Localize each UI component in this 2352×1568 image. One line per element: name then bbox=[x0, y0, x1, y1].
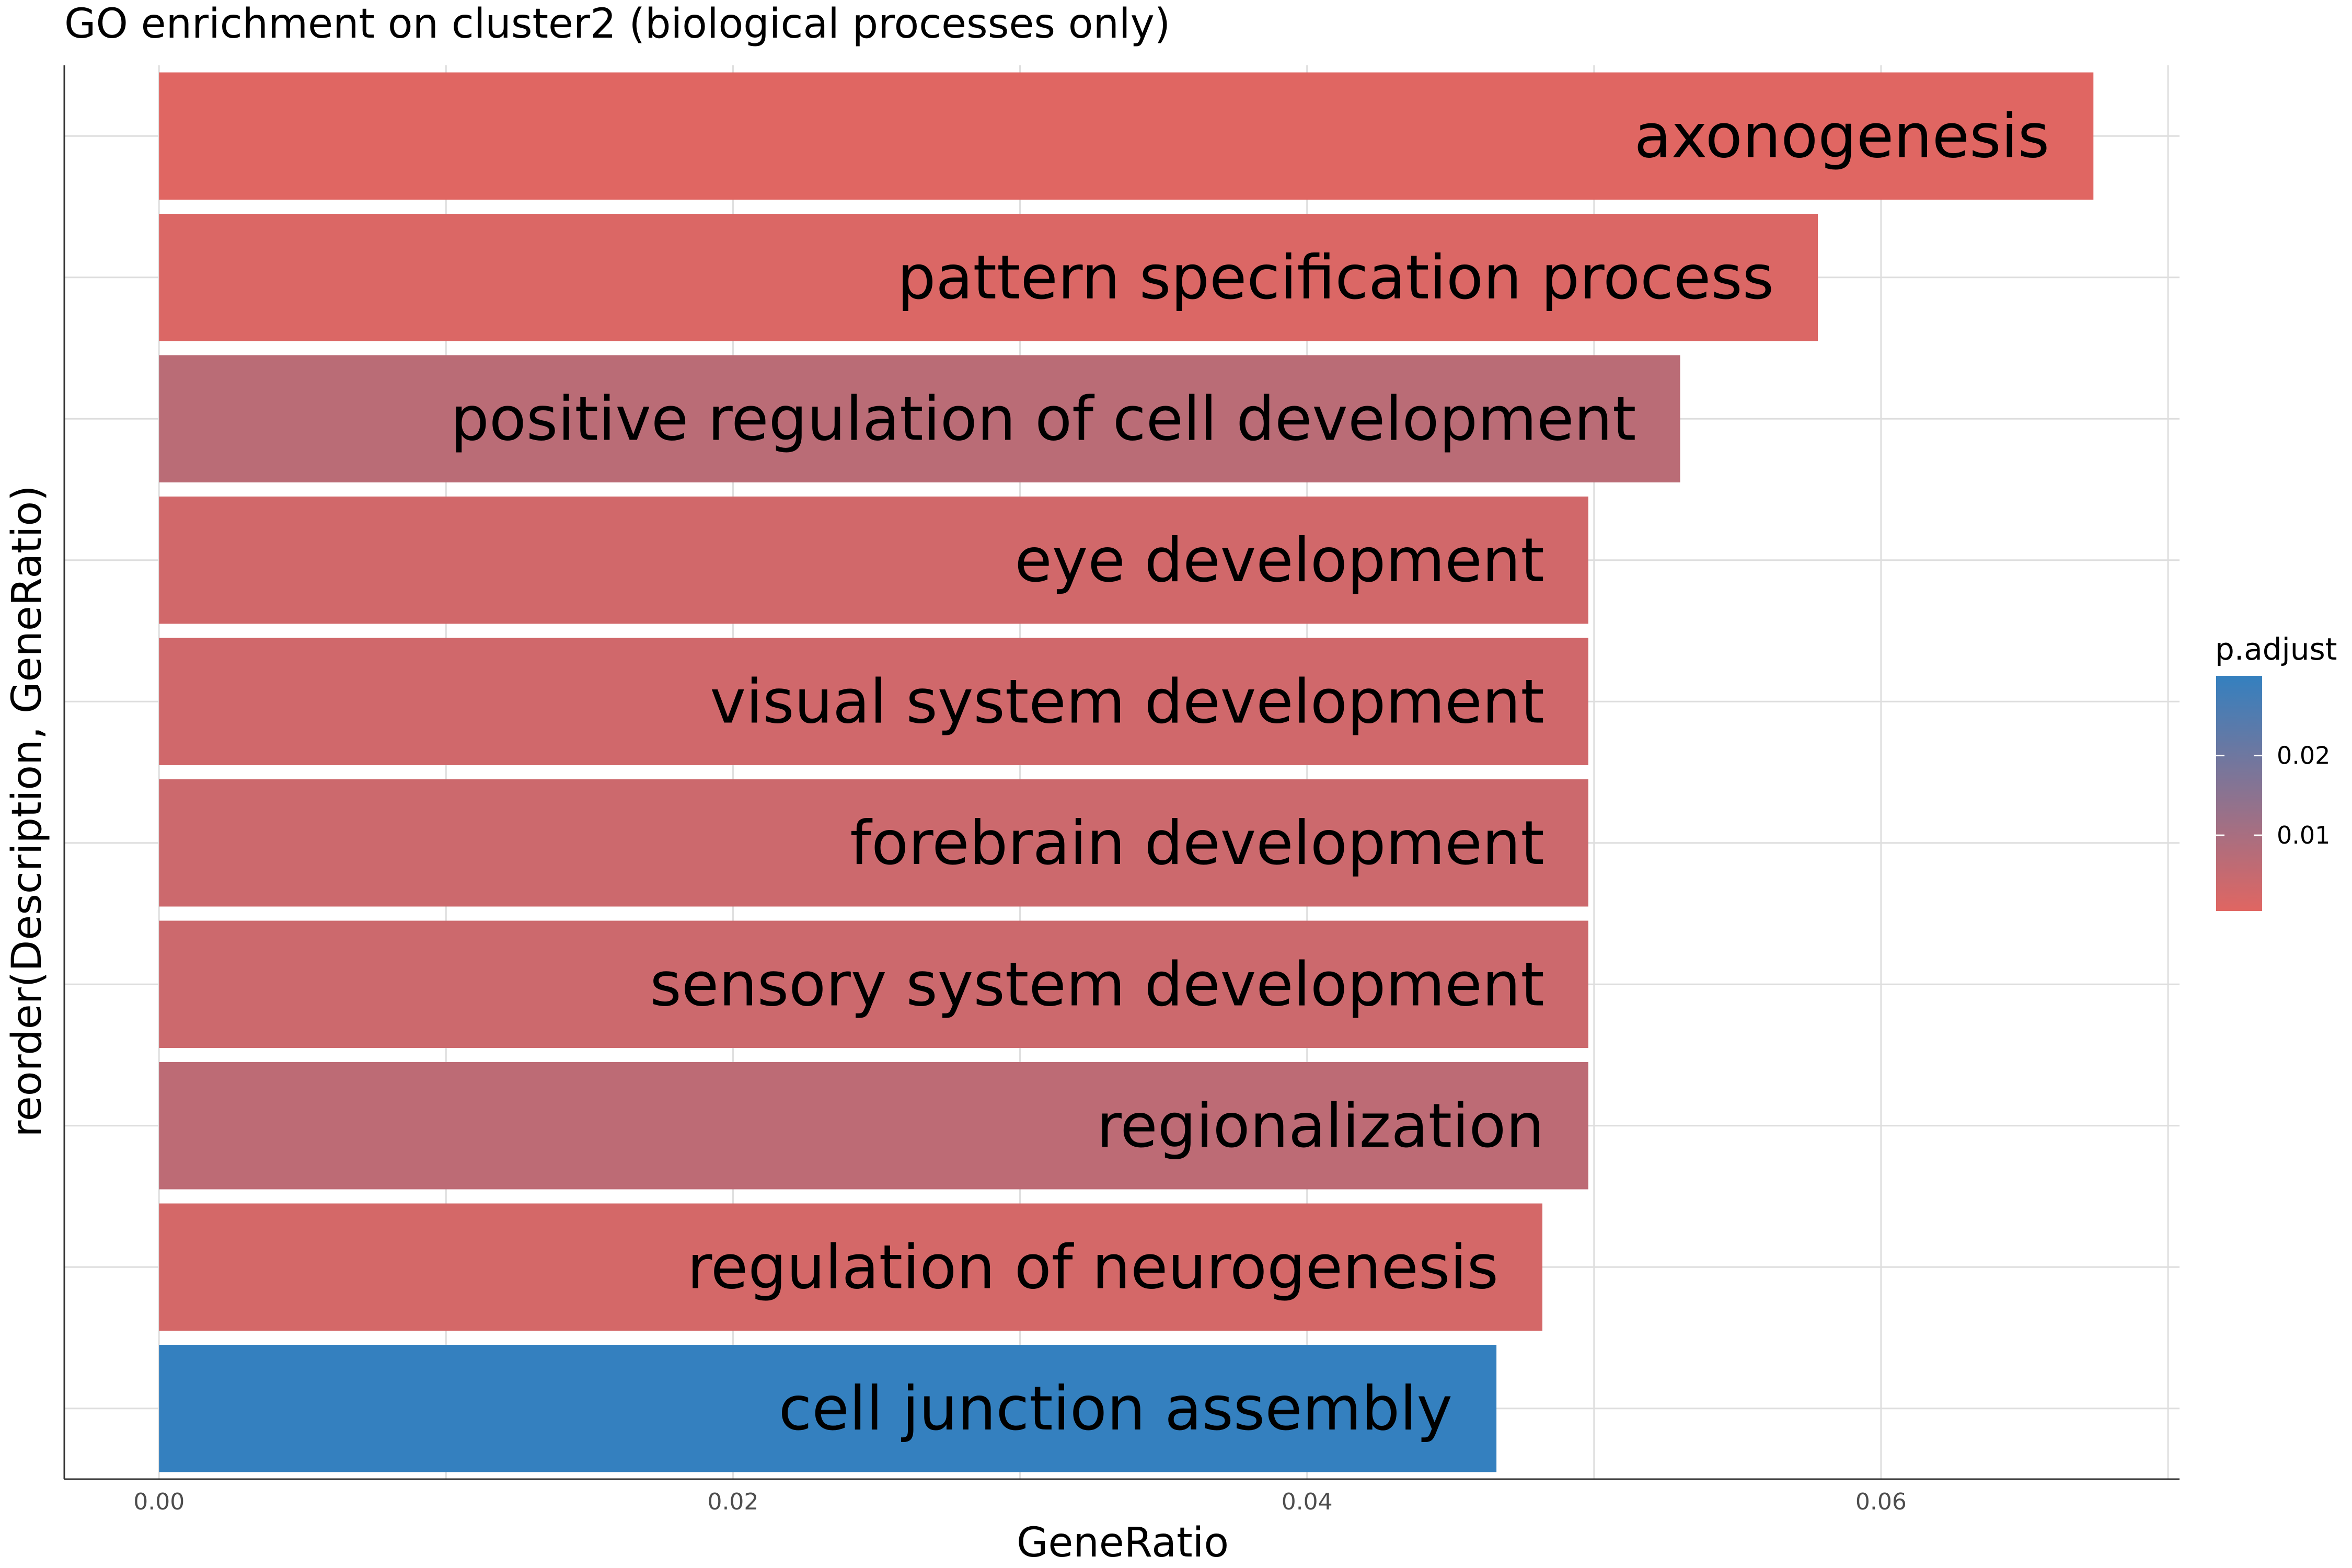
bar bbox=[159, 72, 2094, 200]
bar bbox=[159, 779, 1588, 907]
bar-label: regulation of neurogenesis bbox=[687, 1232, 1498, 1302]
bar-label: cell junction assembly bbox=[779, 1374, 1452, 1444]
bar-label: forebrain development bbox=[850, 808, 1544, 879]
bar bbox=[159, 355, 1680, 482]
legend-ticks: 0.01 0.02 bbox=[2216, 742, 2330, 849]
bar bbox=[159, 920, 1588, 1048]
bar bbox=[159, 214, 1818, 341]
legend: p.adjust 0.01 0.02 bbox=[2215, 631, 2337, 911]
bars bbox=[159, 72, 2094, 1472]
bar bbox=[159, 638, 1588, 765]
bar-label: visual system development bbox=[710, 666, 1544, 737]
bar-label: positive regulation of cell development bbox=[451, 384, 1636, 454]
y-axis-label: reorder(Description, GeneRatio) bbox=[4, 485, 51, 1137]
bar-labels: axonogenesis pattern specification proces… bbox=[451, 101, 2049, 1444]
bar bbox=[159, 497, 1588, 624]
legend-colorbar bbox=[2216, 676, 2262, 911]
x-axis-label: GeneRatio bbox=[1017, 1519, 1229, 1566]
bar-label: eye development bbox=[1014, 525, 1544, 596]
bar bbox=[159, 1203, 1542, 1331]
x-tick-label: 0.06 bbox=[1855, 1489, 1907, 1515]
bar-label: pattern specification process bbox=[897, 243, 1774, 313]
axes bbox=[63, 65, 2180, 1480]
legend-tick-label: 0.01 bbox=[2277, 821, 2330, 849]
bar-label: regionalization bbox=[1097, 1091, 1544, 1161]
legend-title: p.adjust bbox=[2215, 631, 2337, 667]
x-tick-label: 0.00 bbox=[133, 1489, 185, 1515]
legend-tick-label: 0.02 bbox=[2277, 742, 2330, 770]
bar-label: axonogenesis bbox=[1634, 101, 2050, 171]
bar-label: sensory system development bbox=[650, 949, 1544, 1020]
bar bbox=[159, 1345, 1497, 1472]
bar bbox=[159, 1062, 1588, 1190]
x-axis-ticks: 0.00 0.02 0.04 0.06 bbox=[133, 1489, 1907, 1515]
x-tick-label: 0.02 bbox=[707, 1489, 758, 1515]
chart-title: GO enrichment on cluster2 (biological pr… bbox=[64, 1, 1170, 48]
x-tick-label: 0.04 bbox=[1282, 1489, 1333, 1515]
